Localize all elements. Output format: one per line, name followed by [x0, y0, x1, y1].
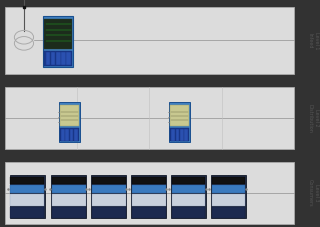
FancyBboxPatch shape — [170, 128, 189, 141]
FancyBboxPatch shape — [132, 177, 165, 184]
FancyBboxPatch shape — [60, 105, 79, 126]
FancyBboxPatch shape — [212, 207, 245, 218]
FancyBboxPatch shape — [44, 19, 72, 49]
FancyBboxPatch shape — [10, 207, 44, 218]
FancyBboxPatch shape — [52, 185, 86, 193]
FancyBboxPatch shape — [175, 129, 180, 141]
FancyBboxPatch shape — [92, 194, 125, 206]
FancyBboxPatch shape — [61, 129, 65, 141]
FancyBboxPatch shape — [91, 175, 126, 218]
FancyBboxPatch shape — [65, 129, 69, 141]
FancyBboxPatch shape — [184, 129, 188, 141]
FancyBboxPatch shape — [92, 177, 125, 184]
FancyBboxPatch shape — [172, 207, 205, 218]
FancyBboxPatch shape — [171, 175, 206, 218]
FancyBboxPatch shape — [172, 177, 205, 184]
FancyBboxPatch shape — [132, 185, 165, 193]
FancyBboxPatch shape — [56, 52, 60, 65]
FancyBboxPatch shape — [180, 129, 184, 141]
FancyBboxPatch shape — [61, 52, 66, 65]
FancyBboxPatch shape — [212, 194, 245, 206]
FancyBboxPatch shape — [51, 175, 86, 218]
FancyBboxPatch shape — [171, 129, 175, 141]
FancyBboxPatch shape — [52, 194, 86, 206]
FancyBboxPatch shape — [170, 105, 189, 126]
Text: Level 2
Distribution: Level 2 Distribution — [308, 104, 319, 133]
FancyBboxPatch shape — [132, 207, 165, 218]
FancyBboxPatch shape — [43, 16, 74, 67]
FancyBboxPatch shape — [212, 185, 245, 193]
FancyBboxPatch shape — [211, 175, 246, 218]
FancyBboxPatch shape — [10, 185, 44, 193]
FancyBboxPatch shape — [10, 194, 44, 206]
FancyBboxPatch shape — [212, 177, 245, 184]
Text: Level 1
Infeed: Level 1 Infeed — [308, 32, 319, 49]
FancyBboxPatch shape — [59, 102, 80, 142]
FancyBboxPatch shape — [5, 7, 294, 74]
FancyBboxPatch shape — [52, 207, 86, 218]
FancyBboxPatch shape — [66, 52, 71, 65]
FancyBboxPatch shape — [132, 194, 165, 206]
FancyBboxPatch shape — [52, 177, 86, 184]
FancyBboxPatch shape — [131, 175, 166, 218]
FancyBboxPatch shape — [92, 185, 125, 193]
FancyBboxPatch shape — [10, 177, 44, 184]
FancyBboxPatch shape — [69, 129, 73, 141]
FancyBboxPatch shape — [51, 52, 55, 65]
Text: Level 3
Consumers: Level 3 Consumers — [308, 179, 319, 207]
FancyBboxPatch shape — [10, 175, 45, 218]
FancyBboxPatch shape — [5, 87, 294, 149]
FancyBboxPatch shape — [172, 185, 205, 193]
FancyBboxPatch shape — [46, 52, 51, 65]
FancyBboxPatch shape — [74, 129, 78, 141]
FancyBboxPatch shape — [92, 207, 125, 218]
FancyBboxPatch shape — [60, 128, 79, 141]
FancyBboxPatch shape — [169, 102, 190, 142]
FancyBboxPatch shape — [172, 194, 205, 206]
FancyBboxPatch shape — [44, 51, 72, 66]
FancyBboxPatch shape — [5, 162, 294, 224]
